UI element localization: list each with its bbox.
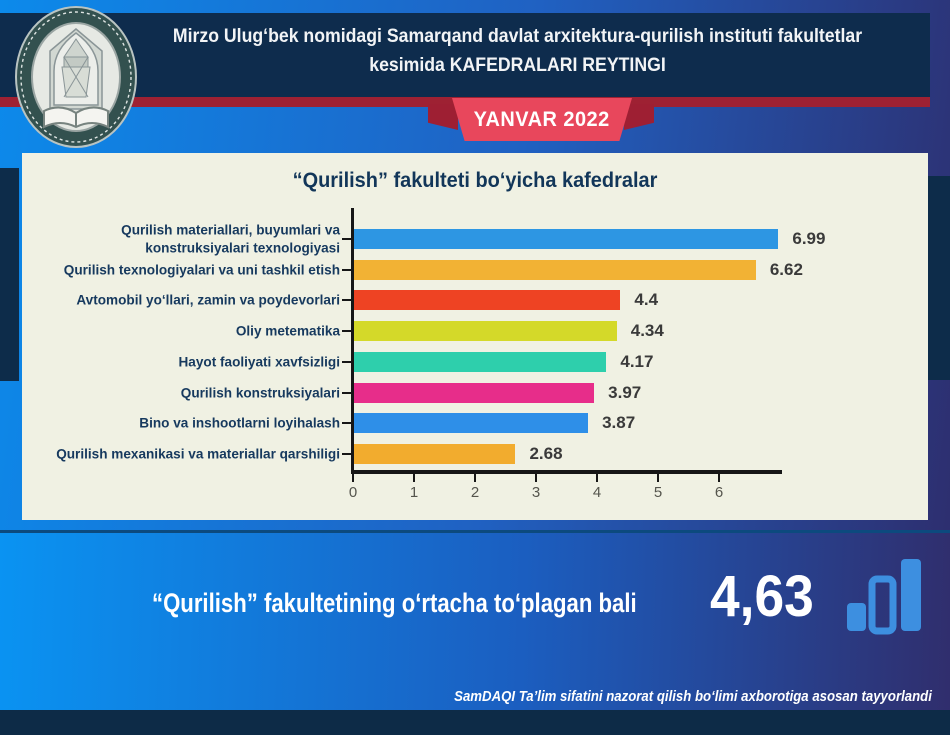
chart-plot: Qurilish materiallari, buyumlari va kons… — [22, 153, 928, 520]
bar-value: 3.97 — [608, 382, 642, 402]
bar — [354, 290, 621, 311]
page-title-line2: kesimida KAFEDRALARI REYTINGI — [369, 55, 666, 77]
bar-value: 4.34 — [630, 321, 664, 341]
footer-note: SamDAQI Ta’lim sifatini nazorat qilish b… — [454, 688, 932, 705]
x-tick-label: 4 — [592, 484, 602, 501]
header-band: Mirzo Ulug‘bek nomidagi Samarqand davlat… — [0, 13, 930, 97]
bar-category-label: Qurilish texnologiyalari va uni tashkil … — [63, 260, 341, 277]
bar-value: 4.17 — [620, 351, 654, 371]
x-tick — [718, 474, 720, 482]
bar-category-label: Bino va inshootlarni loyihalash — [139, 414, 340, 431]
y-tick — [342, 330, 352, 333]
bar — [354, 413, 589, 434]
y-tick — [342, 391, 352, 394]
x-tick — [413, 474, 415, 482]
bar-chart-icon — [845, 557, 923, 642]
summary-value: 4,63 — [710, 564, 814, 629]
y-tick — [342, 268, 352, 271]
y-tick — [342, 360, 352, 363]
institute-emblem-icon — [15, 6, 137, 148]
chart-panel: “Qurilish” fakulteti bo‘yicha kafedralar… — [22, 153, 928, 520]
bar — [354, 229, 779, 249]
bar-value: 6.99 — [792, 229, 826, 248]
summary-label: “Qurilish” fakultetining o‘rtacha to‘pla… — [152, 588, 637, 618]
x-axis-line — [351, 470, 782, 474]
y-axis-line — [351, 208, 354, 472]
date-ribbon: YANVAR 2022 — [452, 98, 632, 141]
ribbon-left-fold — [428, 104, 458, 130]
x-tick — [657, 474, 659, 482]
bar-category-label: Hayot faoliyati xavfsizligi — [178, 353, 340, 370]
bar-value: 2.68 — [529, 443, 563, 463]
y-tick — [342, 299, 352, 302]
y-tick — [342, 422, 352, 425]
date-badge: YANVAR 2022 — [473, 107, 611, 131]
y-tick — [342, 238, 352, 240]
bar-category-label: Avtomobil yo‘llari, zamin va poydevorlar… — [76, 291, 340, 308]
y-tick — [342, 452, 352, 455]
bar — [354, 443, 516, 464]
x-tick-label: 2 — [470, 484, 480, 501]
page-title: Mirzo Ulug‘bek nomidagi Samarqand davlat… — [140, 22, 895, 81]
x-tick — [474, 474, 476, 482]
x-tick-label: 6 — [714, 484, 724, 501]
bar-value: 4.4 — [634, 290, 659, 310]
summary-section: “Qurilish” fakultetining o‘rtacha to‘pla… — [0, 530, 950, 711]
page-title-line1: Mirzo Ulug‘bek nomidagi Samarqand davlat… — [172, 26, 863, 47]
bottom-navy-bar — [0, 710, 950, 735]
x-tick — [535, 474, 537, 482]
x-tick-label: 5 — [653, 484, 663, 501]
bar — [354, 382, 595, 403]
bar-value: 3.87 — [602, 413, 636, 433]
x-tick-label: 3 — [531, 484, 541, 501]
bar-category-label: Qurilish konstruksiyalari — [180, 383, 340, 400]
right-edge-block — [928, 176, 950, 380]
bar — [354, 321, 617, 342]
bar-category-label: Oliy metematika — [235, 322, 340, 339]
chart-title: “Qurilish” fakulteti bo‘yicha kafedralar — [292, 169, 658, 192]
bar-category-label: Qurilish materiallari, buyumlari va kons… — [121, 221, 341, 256]
left-edge-block — [0, 168, 19, 381]
x-tick — [352, 474, 354, 482]
bar-value: 6.62 — [769, 259, 803, 279]
x-tick — [596, 474, 598, 482]
bar — [354, 259, 756, 280]
x-tick-label: 1 — [409, 484, 419, 501]
x-tick-label: 0 — [348, 484, 358, 501]
bar — [354, 351, 607, 372]
institute-logo — [14, 5, 138, 154]
bar-category-label: Qurilish mexanikasi va materiallar qarsh… — [56, 445, 340, 462]
